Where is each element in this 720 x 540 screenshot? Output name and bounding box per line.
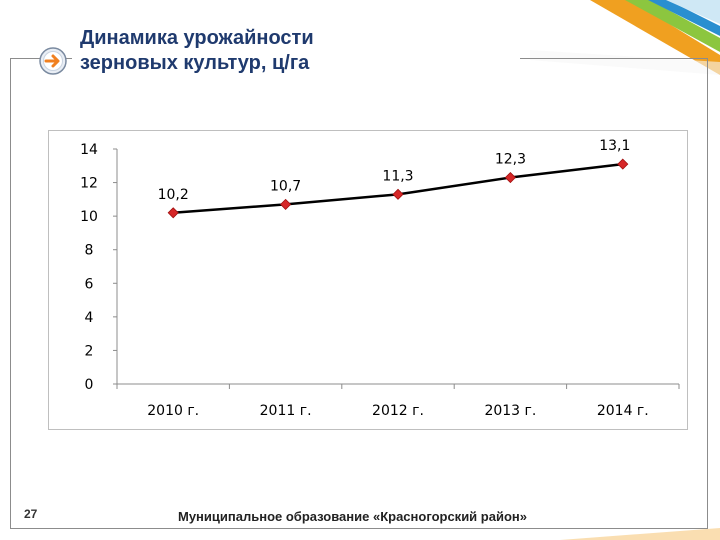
y-tick-label: 2: [85, 343, 94, 359]
y-tick-label: 0: [85, 377, 94, 393]
y-tick-label: 6: [85, 276, 94, 292]
x-tick-label: 2014 г.: [597, 403, 649, 419]
page-number: 27: [24, 507, 38, 521]
title-line-1: Динамика урожайности: [80, 27, 314, 49]
y-tick-label: 12: [80, 176, 98, 192]
x-tick-label: 2011 г.: [260, 403, 312, 419]
data-label: 13,1: [599, 138, 630, 154]
data-point-marker: [392, 188, 404, 200]
y-tick-label: 10: [80, 209, 98, 225]
arrow-right-icon: [39, 47, 67, 75]
data-point-marker: [504, 171, 516, 184]
x-tick-label: 2012 г.: [372, 403, 424, 419]
x-tick-label: 2010 г.: [147, 403, 199, 419]
slide-frame: [10, 58, 708, 529]
frame-line-right: [520, 58, 707, 59]
chart-container: 0 2 4 6 8 10 12 14 2010 г. 2011 г. 2012 г. 2013 г. 2…: [48, 130, 688, 430]
data-label: 11,3: [382, 168, 413, 184]
x-tick-label: 2013 г.: [484, 403, 536, 419]
data-label: 10,7: [270, 178, 301, 194]
bottom-decor: [560, 528, 720, 540]
data-point-marker: [167, 207, 179, 219]
yield-line-chart: 0 2 4 6 8 10 12 14 2010 г. 2011 г. 2012 г. 2013 г. 2…: [80, 138, 680, 419]
data-point-marker: [617, 158, 629, 170]
y-tick-label: 8: [85, 243, 94, 259]
page-title: Динамика урожайности зерновых культур, ц…: [80, 26, 314, 76]
decorative-stripes: [530, 0, 720, 75]
data-point-marker: [280, 198, 292, 210]
footer-text: Муниципальное образование «Красногорский…: [178, 509, 527, 524]
y-tick-label: 4: [85, 310, 94, 326]
data-label: 10,2: [158, 187, 189, 203]
data-label: 12,3: [495, 152, 526, 168]
title-line-2: зерновых культур, ц/га: [80, 52, 310, 74]
y-tick-label: 14: [80, 142, 98, 158]
